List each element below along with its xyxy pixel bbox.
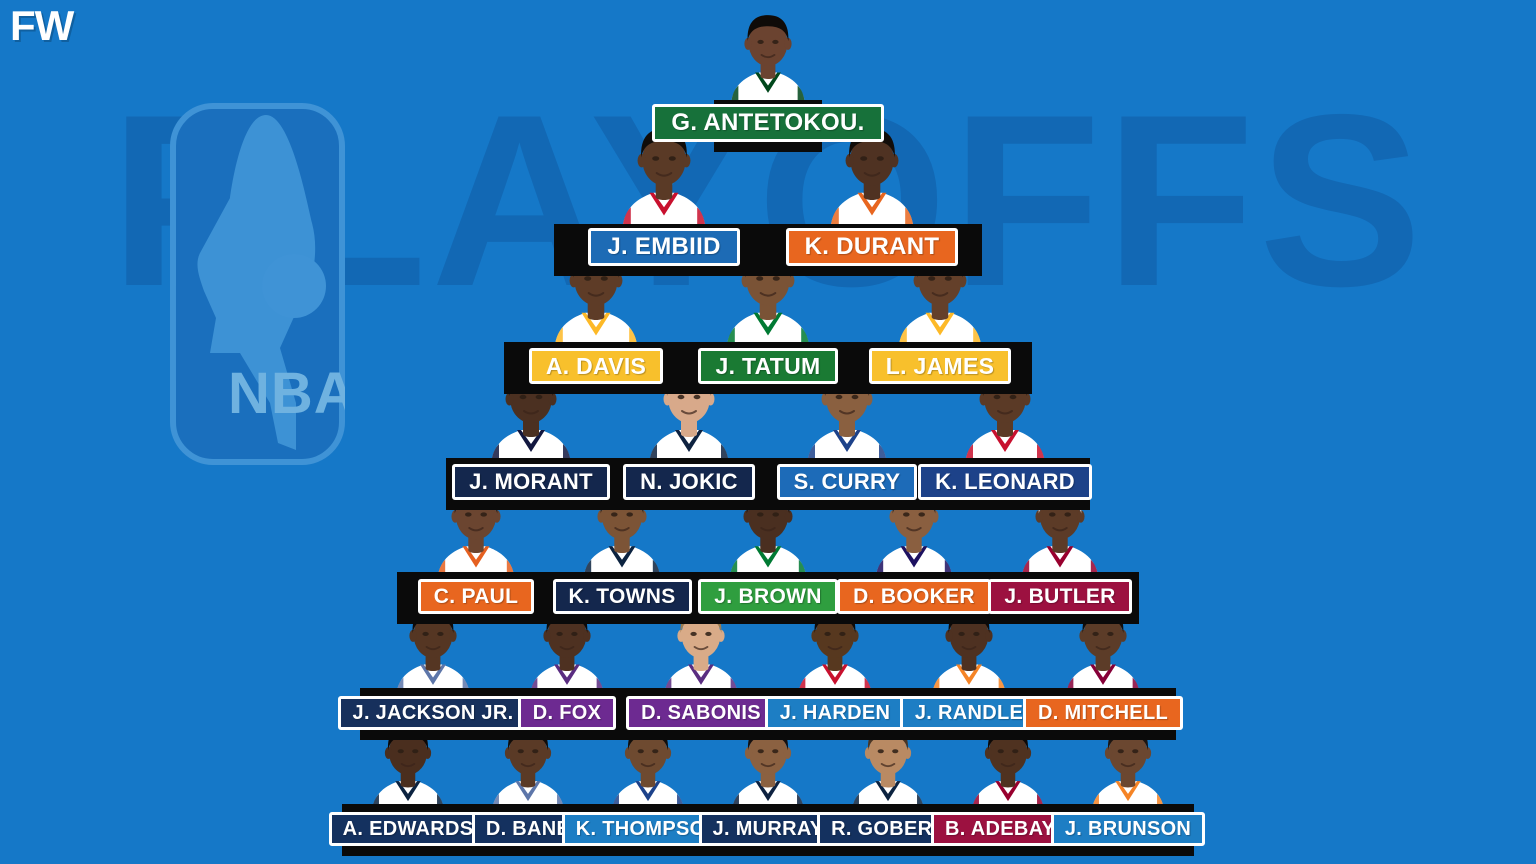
pyramid-tier-3: A. DAVIS J. TATUM — [0, 230, 1536, 394]
player-name-banner[interactable]: A. EDWARDS — [328, 812, 488, 846]
player-card[interactable]: N. JOKIC — [604, 356, 774, 510]
player-name-banner[interactable]: J. BUTLER — [988, 579, 1132, 614]
player-card[interactable]: C. PAUL — [397, 475, 555, 624]
player-name-banner[interactable]: D. FOX — [517, 696, 617, 730]
player-name-banner[interactable]: D. SABONIS — [626, 696, 776, 730]
player-card[interactable]: K. THOMPSON — [561, 714, 735, 856]
player-name-banner[interactable]: N. JOKIC — [623, 464, 755, 500]
player-name-banner[interactable]: J. BRUNSON — [1050, 812, 1206, 846]
player-headshot — [720, 4, 816, 104]
player-name-banner[interactable]: J. TATUM — [698, 348, 838, 384]
nba-logo-label: NBA — [228, 361, 345, 426]
pyramid-tier-7: A. EDWARDS D. BANE — [0, 706, 1536, 856]
nba-logo: NBA — [170, 103, 345, 465]
player-name-banner[interactable]: J. JACKSON JR. — [337, 696, 529, 730]
player-card[interactable]: J. RANDLE — [896, 596, 1042, 740]
player-card[interactable]: J. TATUM — [676, 236, 860, 394]
player-name-banner[interactable]: J. HARDEN — [764, 696, 906, 730]
player-name-banner[interactable]: D. MITCHELL — [1023, 696, 1183, 730]
player-name-banner[interactable]: J. MURRAY — [698, 812, 838, 846]
player-name-banner[interactable]: J. RANDLE — [899, 696, 1039, 730]
player-card[interactable]: G. ANTETOKOU. — [652, 4, 884, 152]
pyramid-tier-6: J. JACKSON JR. D. FOX — [0, 588, 1536, 740]
player-card[interactable]: D. SABONIS — [626, 596, 776, 740]
player-card[interactable]: J. HARDEN — [762, 596, 908, 740]
player-headshot — [716, 236, 820, 348]
pyramid-tier-1: G. ANTETOKOU. — [0, 0, 1536, 152]
player-name-banner[interactable]: K. LEONARD — [918, 464, 1092, 500]
player-name-banner[interactable]: J. MORANT — [452, 464, 610, 500]
player-name-banner[interactable]: K. DURANT — [785, 228, 959, 266]
player-card[interactable]: D. FOX — [494, 596, 640, 740]
player-name-banner[interactable]: A. DAVIS — [528, 348, 664, 384]
player-name-banner[interactable]: S. CURRY — [776, 464, 918, 500]
player-card[interactable]: A. EDWARDS — [328, 714, 488, 856]
player-name-banner[interactable]: G. ANTETOKOU. — [652, 104, 884, 142]
pyramid-tier-4: J. MORANT N. JOKIC — [0, 350, 1536, 510]
player-card[interactable]: J. JACKSON JR. — [337, 596, 529, 740]
player-name-banner[interactable]: D. BOOKER — [837, 579, 991, 614]
player-name-banner[interactable]: C. PAUL — [417, 579, 535, 614]
player-card[interactable]: K. DURANT — [762, 116, 982, 276]
player-name-banner[interactable]: L. JAMES — [868, 348, 1012, 384]
player-name-banner[interactable]: J. EMBIID — [588, 228, 740, 266]
player-name-banner[interactable]: K. TOWNS — [552, 579, 692, 614]
player-card[interactable]: D. MITCHELL — [1023, 596, 1183, 740]
player-card[interactable]: J. MURRAY — [698, 714, 838, 856]
player-name-banner[interactable]: J. BROWN — [698, 579, 838, 614]
player-card[interactable]: L. JAMES — [848, 236, 1032, 394]
player-card[interactable]: J. MORANT — [446, 356, 616, 510]
fw-logo: FW — [10, 2, 74, 49]
